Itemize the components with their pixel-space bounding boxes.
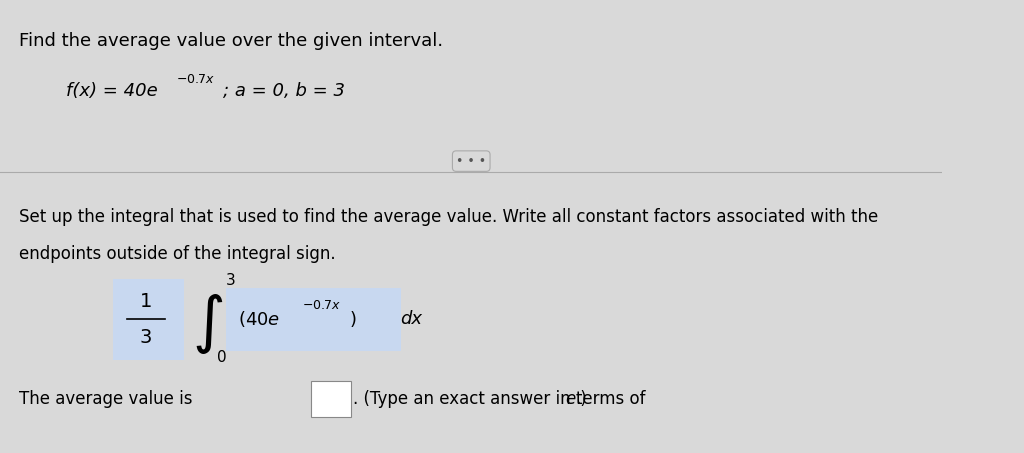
Text: Set up the integral that is used to find the average value. Write all constant f: Set up the integral that is used to find…: [18, 208, 879, 226]
FancyBboxPatch shape: [311, 381, 350, 417]
Text: Find the average value over the given interval.: Find the average value over the given in…: [18, 32, 443, 50]
Text: . (Type an exact answer in terms of: . (Type an exact answer in terms of: [353, 390, 651, 408]
Text: $-0.7x$: $-0.7x$: [176, 73, 215, 86]
Text: ; a = 0, b = 3: ; a = 0, b = 3: [223, 82, 345, 100]
Text: 3: 3: [140, 328, 153, 347]
Text: dx: dx: [400, 310, 423, 328]
Text: $-0.7x$: $-0.7x$: [302, 299, 340, 312]
Text: $\int$: $\int$: [191, 292, 223, 356]
Text: .): .): [574, 390, 587, 408]
FancyBboxPatch shape: [226, 288, 400, 351]
Text: • • •: • • •: [456, 154, 486, 168]
Text: e: e: [565, 390, 575, 408]
FancyBboxPatch shape: [113, 279, 183, 360]
Text: $)$: $)$: [349, 309, 356, 329]
Text: f(x) = 40e: f(x) = 40e: [66, 82, 158, 100]
Text: $(40e$: $(40e$: [239, 309, 281, 329]
Text: 0: 0: [217, 350, 226, 366]
Text: 1: 1: [140, 292, 153, 311]
Text: endpoints outside of the integral sign.: endpoints outside of the integral sign.: [18, 245, 336, 263]
Text: The average value is: The average value is: [18, 390, 193, 408]
Text: 3: 3: [226, 273, 236, 289]
